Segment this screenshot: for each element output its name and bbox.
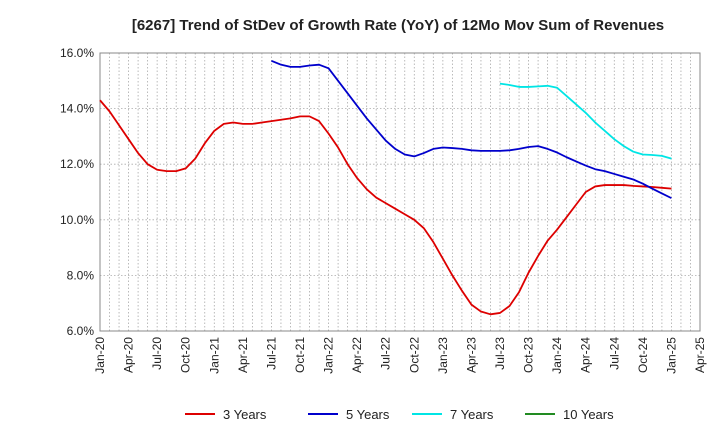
x-tick-label: Jul-23 bbox=[493, 337, 507, 370]
legend-label-5-years: 5 Years bbox=[346, 407, 390, 422]
x-tick-label: Oct-23 bbox=[522, 337, 536, 373]
y-tick-label: 14.0% bbox=[60, 102, 94, 116]
x-tick-label: Oct-22 bbox=[407, 337, 421, 373]
y-tick-label: 8.0% bbox=[67, 268, 95, 282]
y-tick-label: 10.0% bbox=[60, 213, 94, 227]
x-tick-label: Jul-21 bbox=[264, 337, 278, 370]
series-line-7-years bbox=[499, 82, 672, 160]
x-tick-label: Jan-25 bbox=[664, 337, 678, 374]
grid-lines bbox=[100, 53, 700, 331]
x-tick-label: Oct-21 bbox=[293, 337, 307, 373]
x-tick-label: Jul-24 bbox=[607, 337, 621, 370]
series-line-3-years bbox=[99, 99, 672, 316]
y-tick-label: 12.0% bbox=[60, 157, 94, 171]
legend-label-3-years: 3 Years bbox=[223, 407, 267, 422]
series-lines bbox=[99, 59, 672, 316]
x-tick-label: Jul-20 bbox=[150, 337, 164, 370]
x-tick-label: Oct-24 bbox=[636, 337, 650, 373]
chart-title: [6267] Trend of StDev of Growth Rate (Yo… bbox=[132, 17, 664, 34]
x-tick-label: Jan-21 bbox=[207, 337, 221, 374]
x-tick-label: Apr-22 bbox=[350, 337, 364, 373]
x-tick-label: Jan-24 bbox=[550, 337, 564, 374]
legend-label-7-years: 7 Years bbox=[450, 407, 494, 422]
x-tick-label: Apr-24 bbox=[579, 337, 593, 373]
plot-frame bbox=[99, 52, 701, 332]
y-tick-label: 16.0% bbox=[60, 46, 94, 60]
x-tick-label: Oct-20 bbox=[179, 337, 193, 373]
y-axis: 6.0% 8.0% 10.0% 12.0% 14.0% 16.0% bbox=[60, 46, 94, 338]
x-tick-label: Jan-20 bbox=[93, 337, 107, 374]
x-tick-label: Apr-20 bbox=[122, 337, 136, 373]
legend-label-10-years: 10 Years bbox=[563, 407, 614, 422]
x-tick-label: Jan-22 bbox=[322, 337, 336, 374]
x-tick-label: Apr-21 bbox=[236, 337, 250, 373]
y-tick-label: 6.0% bbox=[67, 324, 95, 338]
x-tick-label: Jan-23 bbox=[436, 337, 450, 374]
legend: 3 Years 5 Years 7 Years 10 Years bbox=[185, 407, 614, 422]
x-axis: Jan-20 Apr-20 Jul-20 Oct-20 Jan-21 Apr-21 Jul-… bbox=[93, 337, 707, 374]
x-tick-label: Apr-23 bbox=[464, 337, 478, 373]
x-tick-label: Jul-22 bbox=[379, 337, 393, 370]
x-tick-label: Apr-25 bbox=[693, 337, 707, 373]
series-line-5-years bbox=[271, 59, 672, 199]
